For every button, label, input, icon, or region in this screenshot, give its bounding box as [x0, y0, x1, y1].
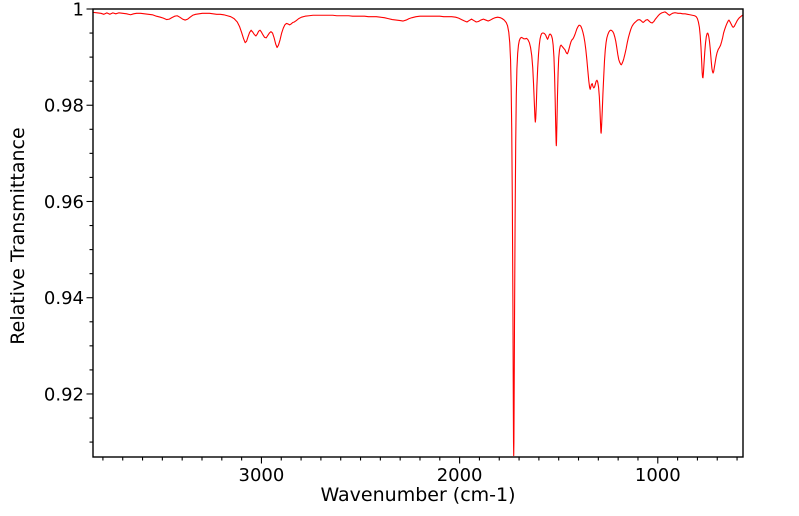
- plot-frame: [92, 8, 744, 458]
- y-tick-label: 1: [73, 0, 84, 20]
- x-tick-label: 2000: [437, 465, 483, 486]
- y-tick-label: 0.96: [44, 192, 84, 213]
- y-tick-label: 0.94: [44, 288, 84, 309]
- y-tick-label: 0.98: [44, 96, 84, 117]
- spectrum-line: [92, 11, 744, 457]
- y-axis-ticks: 1 0.98 0.96 0.94 0.92: [44, 0, 93, 443]
- x-tick-label: 1000: [635, 465, 681, 486]
- y-axis-label: Relative Transmittance: [7, 127, 29, 345]
- y-tick-label: 0.92: [44, 384, 84, 405]
- x-tick-label: 3000: [239, 465, 285, 486]
- x-axis-label: Wavenumber (cm-1): [320, 484, 516, 506]
- x-axis-ticks: 3000 2000 1000: [102, 457, 738, 486]
